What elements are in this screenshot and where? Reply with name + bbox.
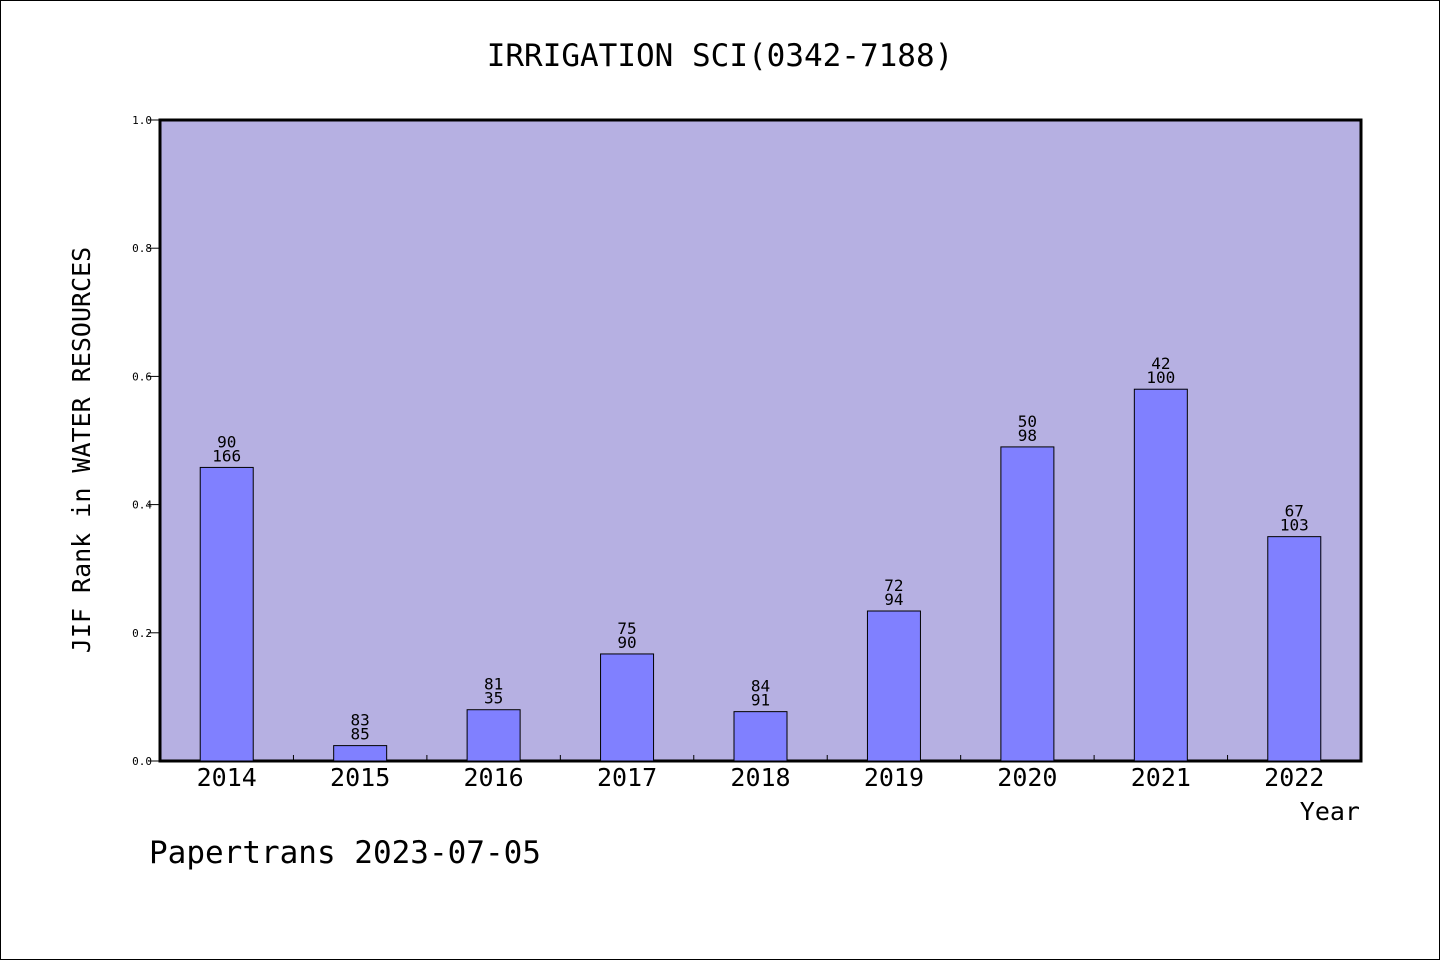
bar-label-top-2017: 75	[617, 619, 636, 638]
bar-2016	[466, 709, 521, 762]
bar-label-bottom-2018: 91	[751, 691, 770, 710]
x-tick-label-2015: 2015	[330, 763, 390, 792]
bar-2021	[1133, 388, 1188, 762]
y-tick-label-0.2: 0.2	[132, 627, 152, 640]
bar-label-top-2016: 81	[484, 675, 503, 694]
bar-label-bottom-2015: 85	[351, 725, 370, 744]
y-tick-label-0.0: 0.0	[132, 755, 152, 768]
bar-label-top-2021: 42	[1151, 354, 1170, 373]
x-tick-label-2021: 2021	[1131, 763, 1191, 792]
bar-2020	[1000, 446, 1055, 762]
x-tick-label-2016: 2016	[464, 763, 524, 792]
y-tick-label-0.6: 0.6	[132, 370, 152, 383]
bar-2022	[1267, 536, 1322, 762]
bar-2015	[333, 745, 388, 762]
footer-credit: Papertrans 2023-07-05	[149, 835, 541, 871]
bar-label-top-2018: 84	[751, 677, 770, 696]
bar-label-top-2015: 83	[351, 711, 370, 730]
bar-2017	[600, 653, 655, 762]
bar-label-bottom-2020: 98	[1018, 426, 1037, 445]
x-tick-label-2019: 2019	[864, 763, 924, 792]
bar-label-bottom-2016: 35	[484, 689, 503, 708]
bar-label-bottom-2017: 90	[617, 633, 636, 652]
chart-title: IRRIGATION SCI(0342-7188)	[487, 38, 954, 74]
x-tick-label-2017: 2017	[597, 763, 657, 792]
bar-label-bottom-2014: 166	[212, 446, 241, 465]
bar-label-top-2022: 67	[1285, 502, 1304, 521]
bar-2014	[199, 466, 254, 762]
x-tick-label-2014: 2014	[197, 763, 257, 792]
y-axis: 0.0 0.2 0.4 0.6 0.8 1.0	[132, 114, 160, 768]
x-axis-title: Year	[1300, 797, 1360, 826]
y-tick-label-0.8: 0.8	[132, 242, 152, 255]
bar-label-bottom-2021: 100	[1146, 368, 1175, 387]
x-tick-label-2020: 2020	[997, 763, 1057, 792]
y-tick-label-1.0: 1.0	[132, 114, 152, 127]
bar-2019	[866, 610, 921, 762]
bar-label-top-2020: 50	[1018, 412, 1037, 431]
bar-label-bottom-2019: 94	[884, 590, 903, 609]
y-axis-title: JIF Rank in WATER RESOURCES	[67, 247, 96, 653]
bar-label-top-2014: 90	[217, 432, 236, 451]
x-axis: 2014 2015 2016 2017 2018 2019 2020 2021 2022	[197, 755, 1324, 792]
x-tick-label-2018: 2018	[730, 763, 790, 792]
bar-2018	[733, 711, 788, 762]
y-tick-label-0.4: 0.4	[132, 499, 152, 512]
x-tick-label-2022: 2022	[1264, 763, 1324, 792]
bar-label-top-2019: 72	[884, 576, 903, 595]
bar-label-bottom-2022: 103	[1280, 516, 1309, 535]
